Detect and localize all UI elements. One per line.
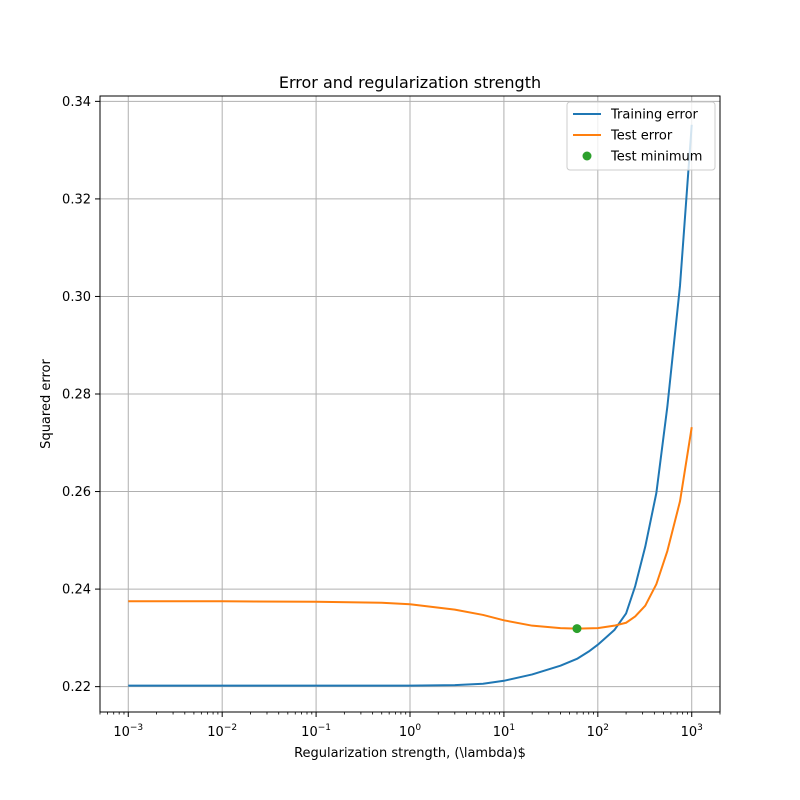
y-tick-label: 0.28 [62, 388, 91, 403]
legend-label-0: Training error [610, 108, 699, 123]
y-tick-label: 0.34 [62, 95, 91, 110]
x-tick-label: 10−3 [113, 723, 143, 740]
x-tick-label: 10−2 [207, 723, 237, 740]
y-tick-label: 0.32 [62, 192, 91, 207]
plot-series [128, 124, 693, 687]
y-tick-label: 0.22 [62, 680, 91, 695]
legend-label-2: Test minimum [610, 150, 702, 165]
y-axis-label: Squared error [39, 359, 54, 449]
legend: Training error Test error Test minimum [566, 101, 716, 171]
y-tick-label: 0.24 [62, 583, 91, 598]
x-tick-label: 100 [399, 723, 422, 740]
y-tick-label: 0.30 [62, 290, 91, 305]
legend-label-1: Test error [610, 129, 673, 144]
x-tick-label: 101 [493, 723, 515, 740]
legend-swatch-2 [582, 151, 592, 161]
x-tick-label: 102 [587, 723, 609, 740]
x-axis-label: Regularization strength, (\lambda)$ [294, 746, 526, 761]
series-line-0 [128, 124, 693, 687]
chart-title: Error and regularization strength [279, 73, 541, 92]
axis-ticks: 10−3 10−2 10−1 100 101 102 103 0.22 0.24 0.26 0.28… [62, 95, 721, 740]
x-tick-label: 10−1 [301, 723, 331, 740]
legend-box [566, 101, 716, 171]
x-tick-label: 103 [681, 723, 703, 740]
series-line-1 [128, 427, 693, 630]
series-point-2 [572, 624, 582, 634]
y-tick-label: 0.26 [62, 485, 91, 500]
